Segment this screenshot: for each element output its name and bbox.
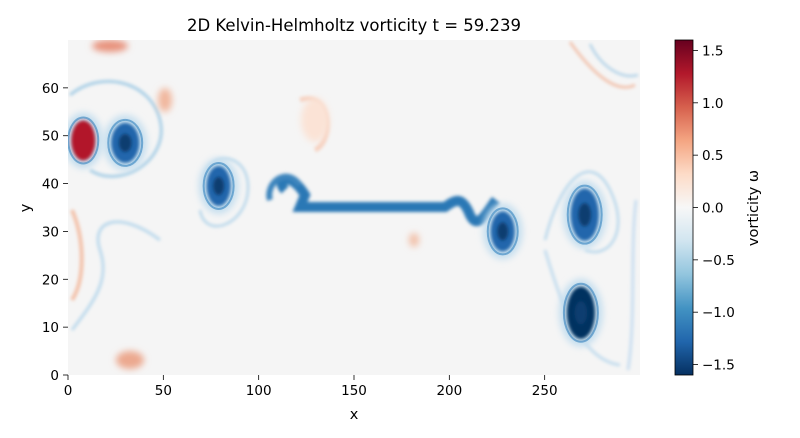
- filament-red-left: [70, 209, 84, 302]
- y-tick-label: 10: [42, 320, 59, 336]
- positive-patch-lower: [116, 351, 144, 369]
- heatmap-plot-area: [68, 40, 640, 375]
- y-axis: 0 10 20 30 40 50 60: [42, 81, 68, 384]
- x-tick-label: 100: [246, 383, 272, 399]
- vortex-center: [574, 301, 588, 325]
- colorbar-tick-label: −1.5: [702, 358, 735, 374]
- positive-patch-topleft: [92, 40, 128, 52]
- vortex-core: [71, 120, 96, 161]
- vortex-ring: [562, 282, 599, 343]
- filament-right-edge: [626, 199, 638, 371]
- y-tick-label: 0: [50, 368, 59, 384]
- colorbar-tick-label: 0.0: [702, 201, 723, 217]
- vortex-center: [497, 222, 509, 241]
- colorbar-ticks: 1.5 1.0 0.5 0.0 −0.5 −1.0 −1.5: [693, 43, 735, 374]
- shear-filament: [266, 173, 501, 227]
- vortex-ring: [68, 116, 100, 165]
- x-tick-label: 250: [532, 383, 558, 399]
- colorbar-tick-label: 1.0: [702, 96, 723, 112]
- vortex-ring: [202, 161, 235, 210]
- chart-title: 2D Kelvin-Helmholtz vorticity t = 59.239: [187, 16, 521, 35]
- x-tick-label: 150: [341, 383, 367, 399]
- vortex-ring: [566, 184, 603, 245]
- y-tick-label: 60: [42, 81, 59, 97]
- vortex-center: [578, 202, 592, 227]
- colorbar-tick-label: −1.0: [702, 305, 735, 321]
- vortex-1: [103, 114, 148, 171]
- y-tick-label: 40: [42, 177, 59, 193]
- vortex-3: [482, 203, 523, 260]
- y-tick-label: 20: [42, 272, 59, 288]
- filament-lower-left: [70, 220, 161, 331]
- x-tick-label: 0: [64, 383, 73, 399]
- colorbar-tick-label: −0.5: [702, 253, 735, 269]
- filament-top-right: [568, 41, 636, 89]
- vortex-6: [68, 112, 104, 169]
- shear-filament-hook: [266, 173, 303, 201]
- colorbar-scale: [674, 39, 694, 376]
- colorbar-tick-label: 1.5: [702, 43, 723, 59]
- positive-patch-upper: [158, 88, 172, 112]
- positive-patch-small: [409, 233, 419, 247]
- colorbar: 1.5 1.0 0.5 0.0 −0.5 −1.0 −1.5 vorticity ω: [674, 39, 762, 376]
- colorbar-label: vorticity ω: [746, 170, 762, 246]
- y-axis-label: y: [18, 203, 34, 212]
- vortex-center: [118, 133, 132, 152]
- vortex-layer: [68, 112, 607, 347]
- vortex-ring: [486, 207, 519, 256]
- filament-top-right-blue: [588, 43, 639, 78]
- x-axis-label: x: [350, 407, 359, 423]
- vortex-ring: [107, 118, 144, 167]
- vortex-4: [562, 180, 607, 249]
- filament-upper-left: [69, 79, 163, 178]
- positive-patch-bubble: [301, 98, 329, 142]
- vortex-center: [213, 176, 225, 195]
- y-tick-label: 30: [42, 224, 59, 240]
- y-tick-label: 50: [42, 129, 59, 145]
- filament-right-arc: [543, 170, 620, 254]
- colorbar-tick-label: 0.5: [702, 148, 723, 164]
- vortex-2: [198, 157, 239, 214]
- vortex-5: [558, 278, 603, 347]
- x-axis: 0 50 100 150 200 250: [64, 375, 558, 399]
- x-tick-label: 200: [436, 383, 462, 399]
- x-tick-label: 50: [155, 383, 172, 399]
